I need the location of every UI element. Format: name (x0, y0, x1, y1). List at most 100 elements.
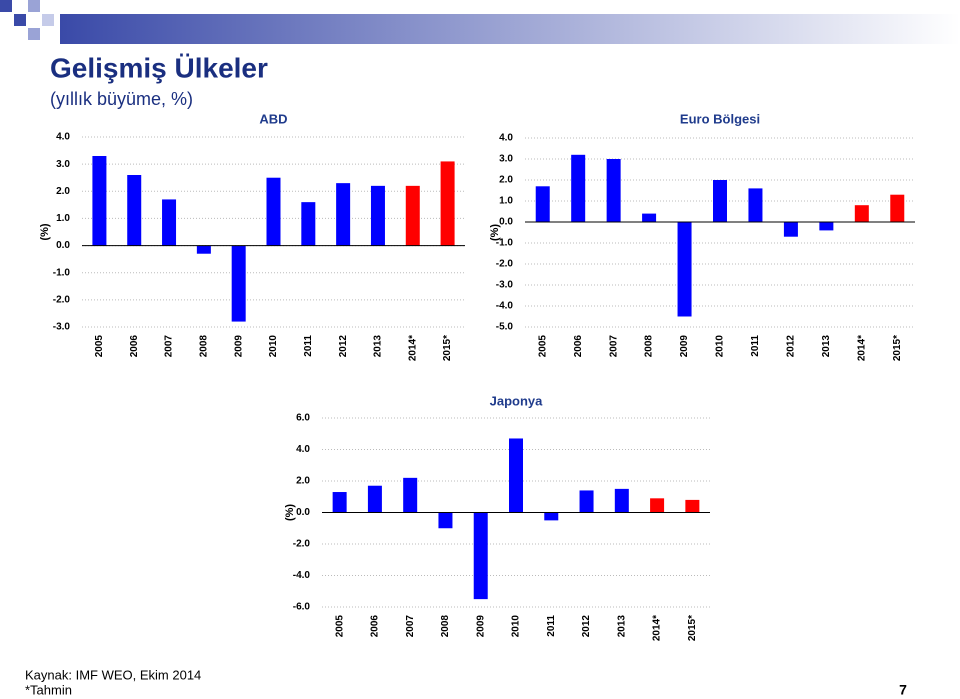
x-tick-label: 2013 (616, 615, 627, 638)
bar (642, 213, 657, 222)
x-tick-label: 2008 (440, 615, 451, 638)
y-tick-label: -2.0 (293, 539, 311, 550)
x-tick-label: 2011 (750, 335, 761, 357)
bar (650, 498, 665, 513)
bar (266, 177, 281, 246)
x-tick-label: 2011 (546, 615, 557, 637)
note: *Tahmin (25, 682, 72, 697)
y-tick-label: 4.0 (56, 132, 70, 143)
bar (231, 245, 246, 322)
x-tick-label: 2006 (129, 335, 140, 358)
x-tick-label: 2009 (233, 335, 244, 358)
x-tick-label: 2007 (405, 615, 416, 638)
bar (336, 183, 351, 246)
bar (196, 245, 211, 254)
bar (677, 222, 692, 317)
y-tick-label: -1.0 (53, 267, 71, 278)
y-tick-label: 0.0 (296, 507, 310, 518)
y-tick-label: 0.0 (499, 217, 513, 228)
bar (127, 175, 142, 246)
y-axis-label: (%) (284, 504, 296, 521)
source: Kaynak: IMF WEO, Ekim 2014 (25, 667, 201, 682)
y-tick-label: 2.0 (296, 476, 310, 487)
x-tick-label: 2005 (334, 615, 345, 638)
x-tick-label: 2009 (475, 615, 486, 638)
x-tick-label: 2015* (892, 335, 903, 361)
bar (535, 186, 550, 222)
y-tick-label: 3.0 (56, 159, 70, 170)
bar (370, 185, 385, 246)
slide-title: Gelişmiş Ülkeler (50, 52, 268, 83)
y-tick-label: 2.0 (56, 186, 70, 197)
x-tick-label: 2015* (687, 615, 698, 641)
x-tick-label: 2012 (786, 335, 797, 358)
y-tick-label: 3.0 (499, 154, 513, 165)
bar (614, 488, 629, 513)
decor-square (0, 0, 12, 12)
decor-square (14, 14, 26, 26)
page-number: 7 (899, 682, 907, 698)
bar (685, 499, 700, 513)
y-tick-label: -2.0 (496, 259, 514, 270)
bar (405, 185, 420, 246)
bar (332, 492, 347, 513)
bar (748, 188, 763, 222)
bar (301, 202, 316, 246)
x-tick-label: 2013 (373, 335, 384, 358)
bar (890, 194, 905, 222)
x-tick-label: 2008 (199, 335, 210, 358)
x-tick-label: 2008 (644, 335, 655, 358)
bar (367, 485, 382, 513)
y-tick-label: 4.0 (296, 444, 310, 455)
y-tick-label: -5.0 (496, 322, 514, 333)
chart-title: ABD (259, 111, 287, 126)
y-tick-label: -3.0 (496, 280, 514, 291)
bar (440, 161, 455, 246)
bar (403, 477, 418, 513)
decor-square (28, 28, 40, 40)
x-tick-label: 2014* (652, 615, 663, 641)
bar (509, 438, 523, 513)
y-tick-label: -1.0 (496, 238, 514, 249)
y-tick-label: 0.0 (56, 240, 70, 251)
bar (473, 512, 488, 600)
y-tick-label: -3.0 (53, 322, 71, 333)
x-tick-label: 2007 (608, 335, 619, 358)
bar (571, 154, 586, 222)
bar (854, 205, 869, 222)
x-tick-label: 2012 (338, 335, 349, 358)
y-tick-label: -6.0 (293, 602, 311, 613)
bar (544, 512, 559, 521)
x-tick-label: 2010 (268, 335, 279, 358)
x-tick-label: 2007 (164, 335, 175, 358)
slide-subtitle: (yıllık büyüme, %) (50, 89, 193, 109)
y-axis-label: (%) (489, 224, 501, 241)
chart-title: Japonya (490, 393, 544, 408)
y-tick-label: -2.0 (53, 294, 71, 305)
x-tick-label: 2006 (573, 335, 584, 358)
x-tick-label: 2005 (94, 335, 105, 358)
y-tick-label: 1.0 (56, 213, 70, 224)
x-tick-label: 2010 (511, 615, 522, 638)
x-tick-label: 2010 (715, 335, 726, 358)
y-tick-label: 2.0 (499, 175, 513, 186)
x-tick-label: 2014* (407, 335, 418, 361)
y-tick-label: -4.0 (293, 570, 311, 581)
y-axis-label: (%) (39, 223, 51, 240)
bar (162, 199, 177, 246)
y-tick-label: -4.0 (496, 301, 514, 312)
y-tick-label: 6.0 (296, 413, 310, 424)
x-tick-label: 2015* (442, 335, 453, 361)
x-tick-label: 2013 (821, 335, 832, 358)
y-tick-label: 4.0 (499, 133, 513, 144)
bar (438, 512, 453, 529)
x-tick-label: 2012 (581, 615, 592, 638)
x-tick-label: 2006 (370, 615, 381, 638)
bar (606, 159, 621, 222)
decor-square (42, 14, 54, 26)
bar (92, 156, 107, 246)
bar (713, 180, 727, 222)
x-tick-label: 2009 (679, 335, 690, 358)
chart-title: Euro Bölgesi (680, 111, 760, 126)
